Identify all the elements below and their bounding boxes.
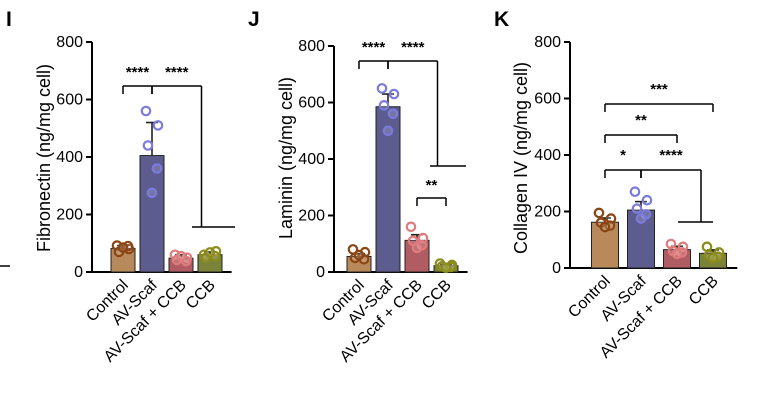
y-tick-label: 400 (534, 147, 561, 164)
x-tick-label: CCB (686, 273, 722, 309)
y-tick-label: 800 (298, 38, 325, 55)
data-point (707, 252, 719, 264)
significance-label: **** (165, 64, 189, 81)
panel-j: J Laminin (ng/mg cell) 0200400600800Cont… (248, 8, 468, 366)
bar (627, 209, 655, 269)
data-point (387, 108, 399, 120)
x-tick-label: CCB (183, 277, 219, 313)
data-point (353, 249, 365, 261)
y-tick-label: 200 (56, 207, 83, 224)
y-tick-label: 400 (298, 151, 325, 168)
significance-label: **** (362, 39, 386, 56)
panel-letter-j: J (248, 8, 260, 31)
data-point (593, 207, 605, 219)
data-point (629, 186, 641, 198)
data-point (117, 242, 129, 253)
y-tick-label: 200 (534, 204, 561, 221)
y-tick-label: 0 (74, 264, 83, 281)
data-point (151, 163, 163, 174)
data-point (142, 140, 154, 151)
data-point (152, 120, 164, 131)
y-axis-label-i: Fibronectin (ng/mg cell) (34, 64, 54, 252)
significance-label: * (620, 147, 626, 164)
significance-label: **** (401, 39, 425, 56)
y-tick-label: 600 (298, 95, 325, 112)
y-tick-label: 800 (56, 34, 83, 51)
y-tick-label: 600 (56, 92, 83, 109)
bar (139, 155, 165, 273)
y-axis-label-k: Collagen IV (ng/mg cell) (511, 62, 531, 254)
panel-i: I Fibronectin (ng/mg cell) 0 200 400 600 800… (6, 8, 235, 366)
data-point (376, 83, 388, 94)
y-tick-label: 600 (534, 91, 561, 108)
data-point (405, 221, 417, 233)
data-point (671, 248, 683, 260)
data-point (641, 194, 653, 206)
significance-label: ** (635, 112, 647, 129)
x-tick-label: CCB (419, 277, 455, 313)
y-tick-label: 200 (298, 208, 325, 225)
data-point (204, 247, 216, 258)
significance-label: **** (126, 64, 150, 81)
y-tick-label: 400 (56, 149, 83, 166)
panel-k: K Collagen IV (ng/mg cell) 0 200 400 600 800… (494, 8, 738, 362)
data-point (175, 250, 187, 262)
panel-letter-i: I (6, 8, 12, 31)
data-point (440, 262, 452, 274)
significance-label: *** (650, 81, 668, 98)
data-point (382, 125, 394, 137)
data-point (599, 221, 611, 233)
data-point (701, 241, 713, 253)
significance-label: **** (659, 147, 683, 164)
y-tick-label: 800 (534, 34, 561, 51)
data-point (411, 242, 423, 254)
data-point (140, 105, 152, 117)
y-axis-label-j: Laminin (ng/mg cell) (276, 77, 296, 239)
data-point (631, 203, 643, 214)
bar (591, 221, 619, 269)
data-point (146, 187, 158, 199)
significance-label: ** (426, 177, 438, 194)
data-point (378, 100, 390, 111)
y-tick-label: 0 (316, 264, 325, 281)
y-tick-label: 0 (552, 260, 561, 277)
data-point (635, 213, 647, 224)
panel-letter-k: K (494, 8, 509, 31)
data-point (388, 88, 400, 100)
